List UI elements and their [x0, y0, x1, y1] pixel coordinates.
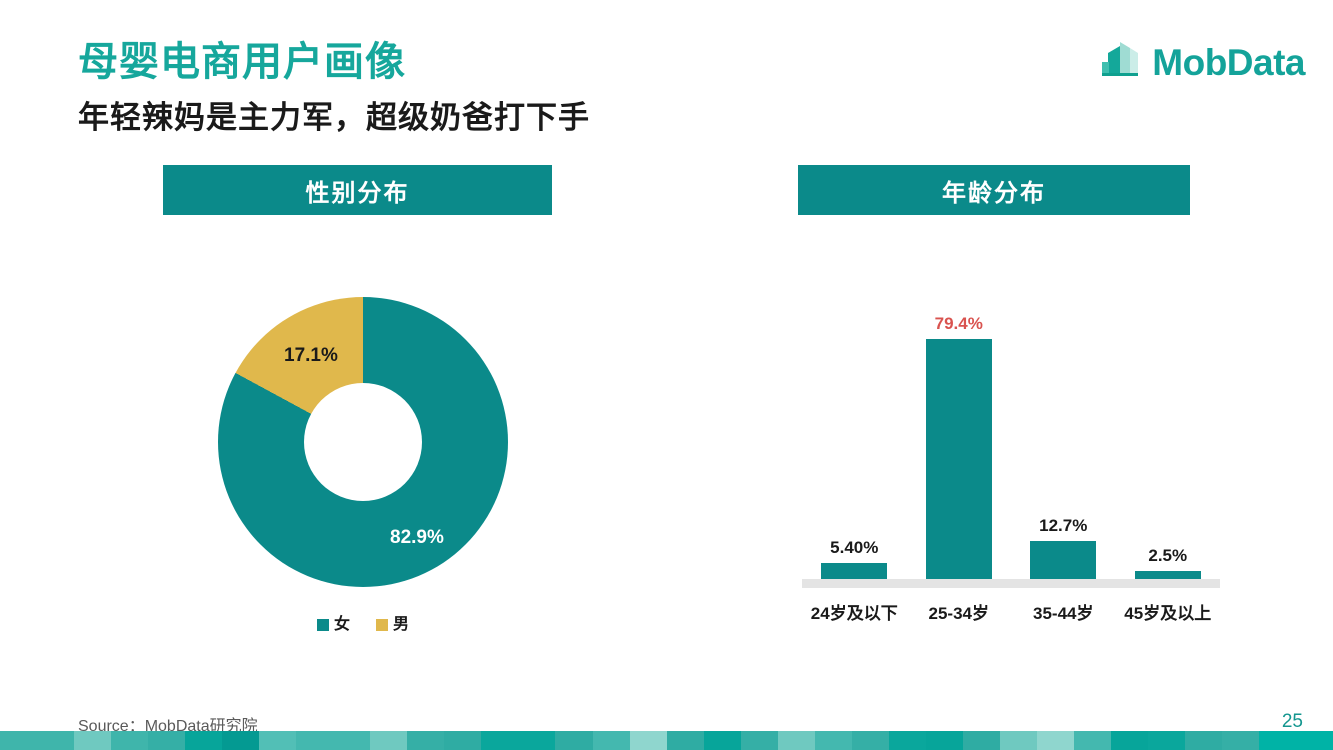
bar-column: 5.40%: [821, 538, 888, 579]
bar-baseline: [802, 579, 1220, 588]
legend-label-female: 女: [333, 616, 350, 633]
gender-donut-chart: 17.1% 82.9%: [218, 297, 508, 587]
legend-label-male: 男: [393, 616, 410, 633]
footer-strip-block: [333, 731, 371, 750]
footer-strip-block: [1222, 731, 1260, 750]
footer-color-strip: [0, 731, 1333, 750]
bar-rect: [821, 562, 888, 579]
footer-strip-block: [1110, 731, 1148, 750]
footer-strip-block: [222, 731, 260, 750]
bar-category-label: 35-44岁: [1033, 604, 1094, 623]
footer-strip-block: [999, 731, 1037, 750]
footer-strip-block: [1259, 731, 1297, 750]
footer-strip-block: [888, 731, 926, 750]
footer-strip-block: [74, 731, 112, 750]
footer-strip-block: [666, 731, 704, 750]
footer-strip-block: [740, 731, 778, 750]
footer-strip-block: [629, 731, 667, 750]
bar-column: 2.5%: [1134, 546, 1201, 579]
bar-value-label: 79.4%: [934, 314, 983, 333]
footer-strip-block: [851, 731, 889, 750]
bar-category-label: 45岁及以上: [1124, 604, 1212, 623]
legend-swatch-male-icon: [376, 619, 388, 631]
footer-strip-block: [0, 731, 38, 750]
footer-strip-block: [259, 731, 297, 750]
logo-wordmark: MobData: [1152, 41, 1305, 83]
page-number: 25: [1281, 711, 1303, 732]
section-banner-gender: 性别分布: [163, 165, 552, 215]
footer-strip-block: [296, 731, 334, 750]
footer-strip-block: [925, 731, 963, 750]
section-banner-age: 年龄分布: [798, 165, 1190, 215]
footer-strip-block: [444, 731, 482, 750]
mobdata-logo: MobData: [1098, 40, 1305, 84]
bar-plot-area: 5.40% 79.4% 12.7% 2.5%: [802, 300, 1220, 588]
footer-strip-block: [777, 731, 815, 750]
bar-category-label: 25-34岁: [928, 604, 989, 623]
footer-strip-block: [518, 731, 556, 750]
legend-item-female: 女: [316, 616, 350, 633]
donut-hole: [304, 383, 422, 501]
bar-rect: [925, 339, 992, 579]
page-title: 母婴电商用户画像: [78, 40, 406, 84]
age-bar-chart: 5.40% 79.4% 12.7% 2.5% 24岁及以下 25-34岁 35-44岁 45…: [802, 300, 1220, 623]
footer-strip-block: [370, 731, 408, 750]
bar-category-label: 24岁及以下: [810, 604, 898, 623]
footer-strip-block: [148, 731, 186, 750]
bar-rect: [1134, 571, 1201, 579]
donut-label-female: 82.9%: [390, 527, 444, 548]
footer-source: Source：MobData研究院: [78, 718, 258, 735]
footer-strip-block: [592, 731, 630, 750]
bar-rect: [1030, 540, 1097, 579]
bar-category-axis: 24岁及以下 25-34岁 35-44岁 45岁及以上: [802, 599, 1220, 629]
footer-strip-block: [185, 731, 223, 750]
footer-strip-block: [962, 731, 1000, 750]
bar-value-label: 2.5%: [1148, 546, 1188, 566]
footer-strip-block: [1296, 731, 1333, 750]
section-banner-gender-label: 性别分布: [305, 179, 410, 207]
section-banner-age-label: 年龄分布: [942, 179, 1046, 207]
footer-strip-block: [111, 731, 149, 750]
page-subtitle: 年轻辣妈是主力军，超级奶爸打下手: [78, 100, 590, 135]
bar-value-label: 5.40%: [830, 537, 879, 557]
bar-column: 12.7%: [1030, 516, 1097, 579]
footer-strip-block: [703, 731, 741, 750]
legend-swatch-female-icon: [316, 619, 329, 631]
footer-strip-block: [37, 731, 75, 750]
footer-strip-block: [814, 731, 852, 750]
footer-strip-block: [407, 731, 445, 750]
footer-strip-block: [481, 731, 519, 750]
gender-legend: 女 男: [218, 617, 508, 633]
footer-strip-block: [1073, 731, 1111, 750]
legend-item-male: 男: [376, 617, 409, 633]
footer-strip-block: [1036, 731, 1074, 750]
building-blocks-icon: [1098, 40, 1142, 84]
bar-value-label: 12.7%: [1039, 515, 1088, 535]
footer-strip-block: [555, 731, 593, 750]
bar-column: 79.4%: [925, 314, 992, 579]
footer-strip-block: [1185, 731, 1223, 750]
donut-label-male: 17.1%: [284, 345, 338, 366]
footer-strip-block: [1147, 731, 1185, 750]
